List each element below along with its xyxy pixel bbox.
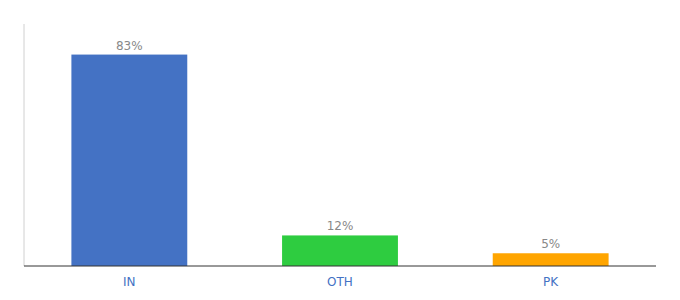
- data-label: 12%: [327, 219, 354, 233]
- data-label: 83%: [116, 39, 143, 53]
- x-tick-label: IN: [123, 275, 136, 289]
- x-tick-label: PK: [543, 275, 559, 289]
- data-label: 5%: [541, 237, 560, 251]
- chart-container: 83% 12% 5% IN OTH PK: [0, 0, 680, 300]
- bar: [282, 235, 398, 266]
- x-tick-label: OTH: [327, 275, 353, 289]
- bar: [493, 253, 609, 266]
- range-line: [24, 24, 25, 266]
- bars: [71, 55, 608, 266]
- bar: [71, 55, 187, 266]
- x-axis-line: [24, 266, 656, 267]
- chart: 83% 12% 5% IN OTH PK: [0, 0, 680, 300]
